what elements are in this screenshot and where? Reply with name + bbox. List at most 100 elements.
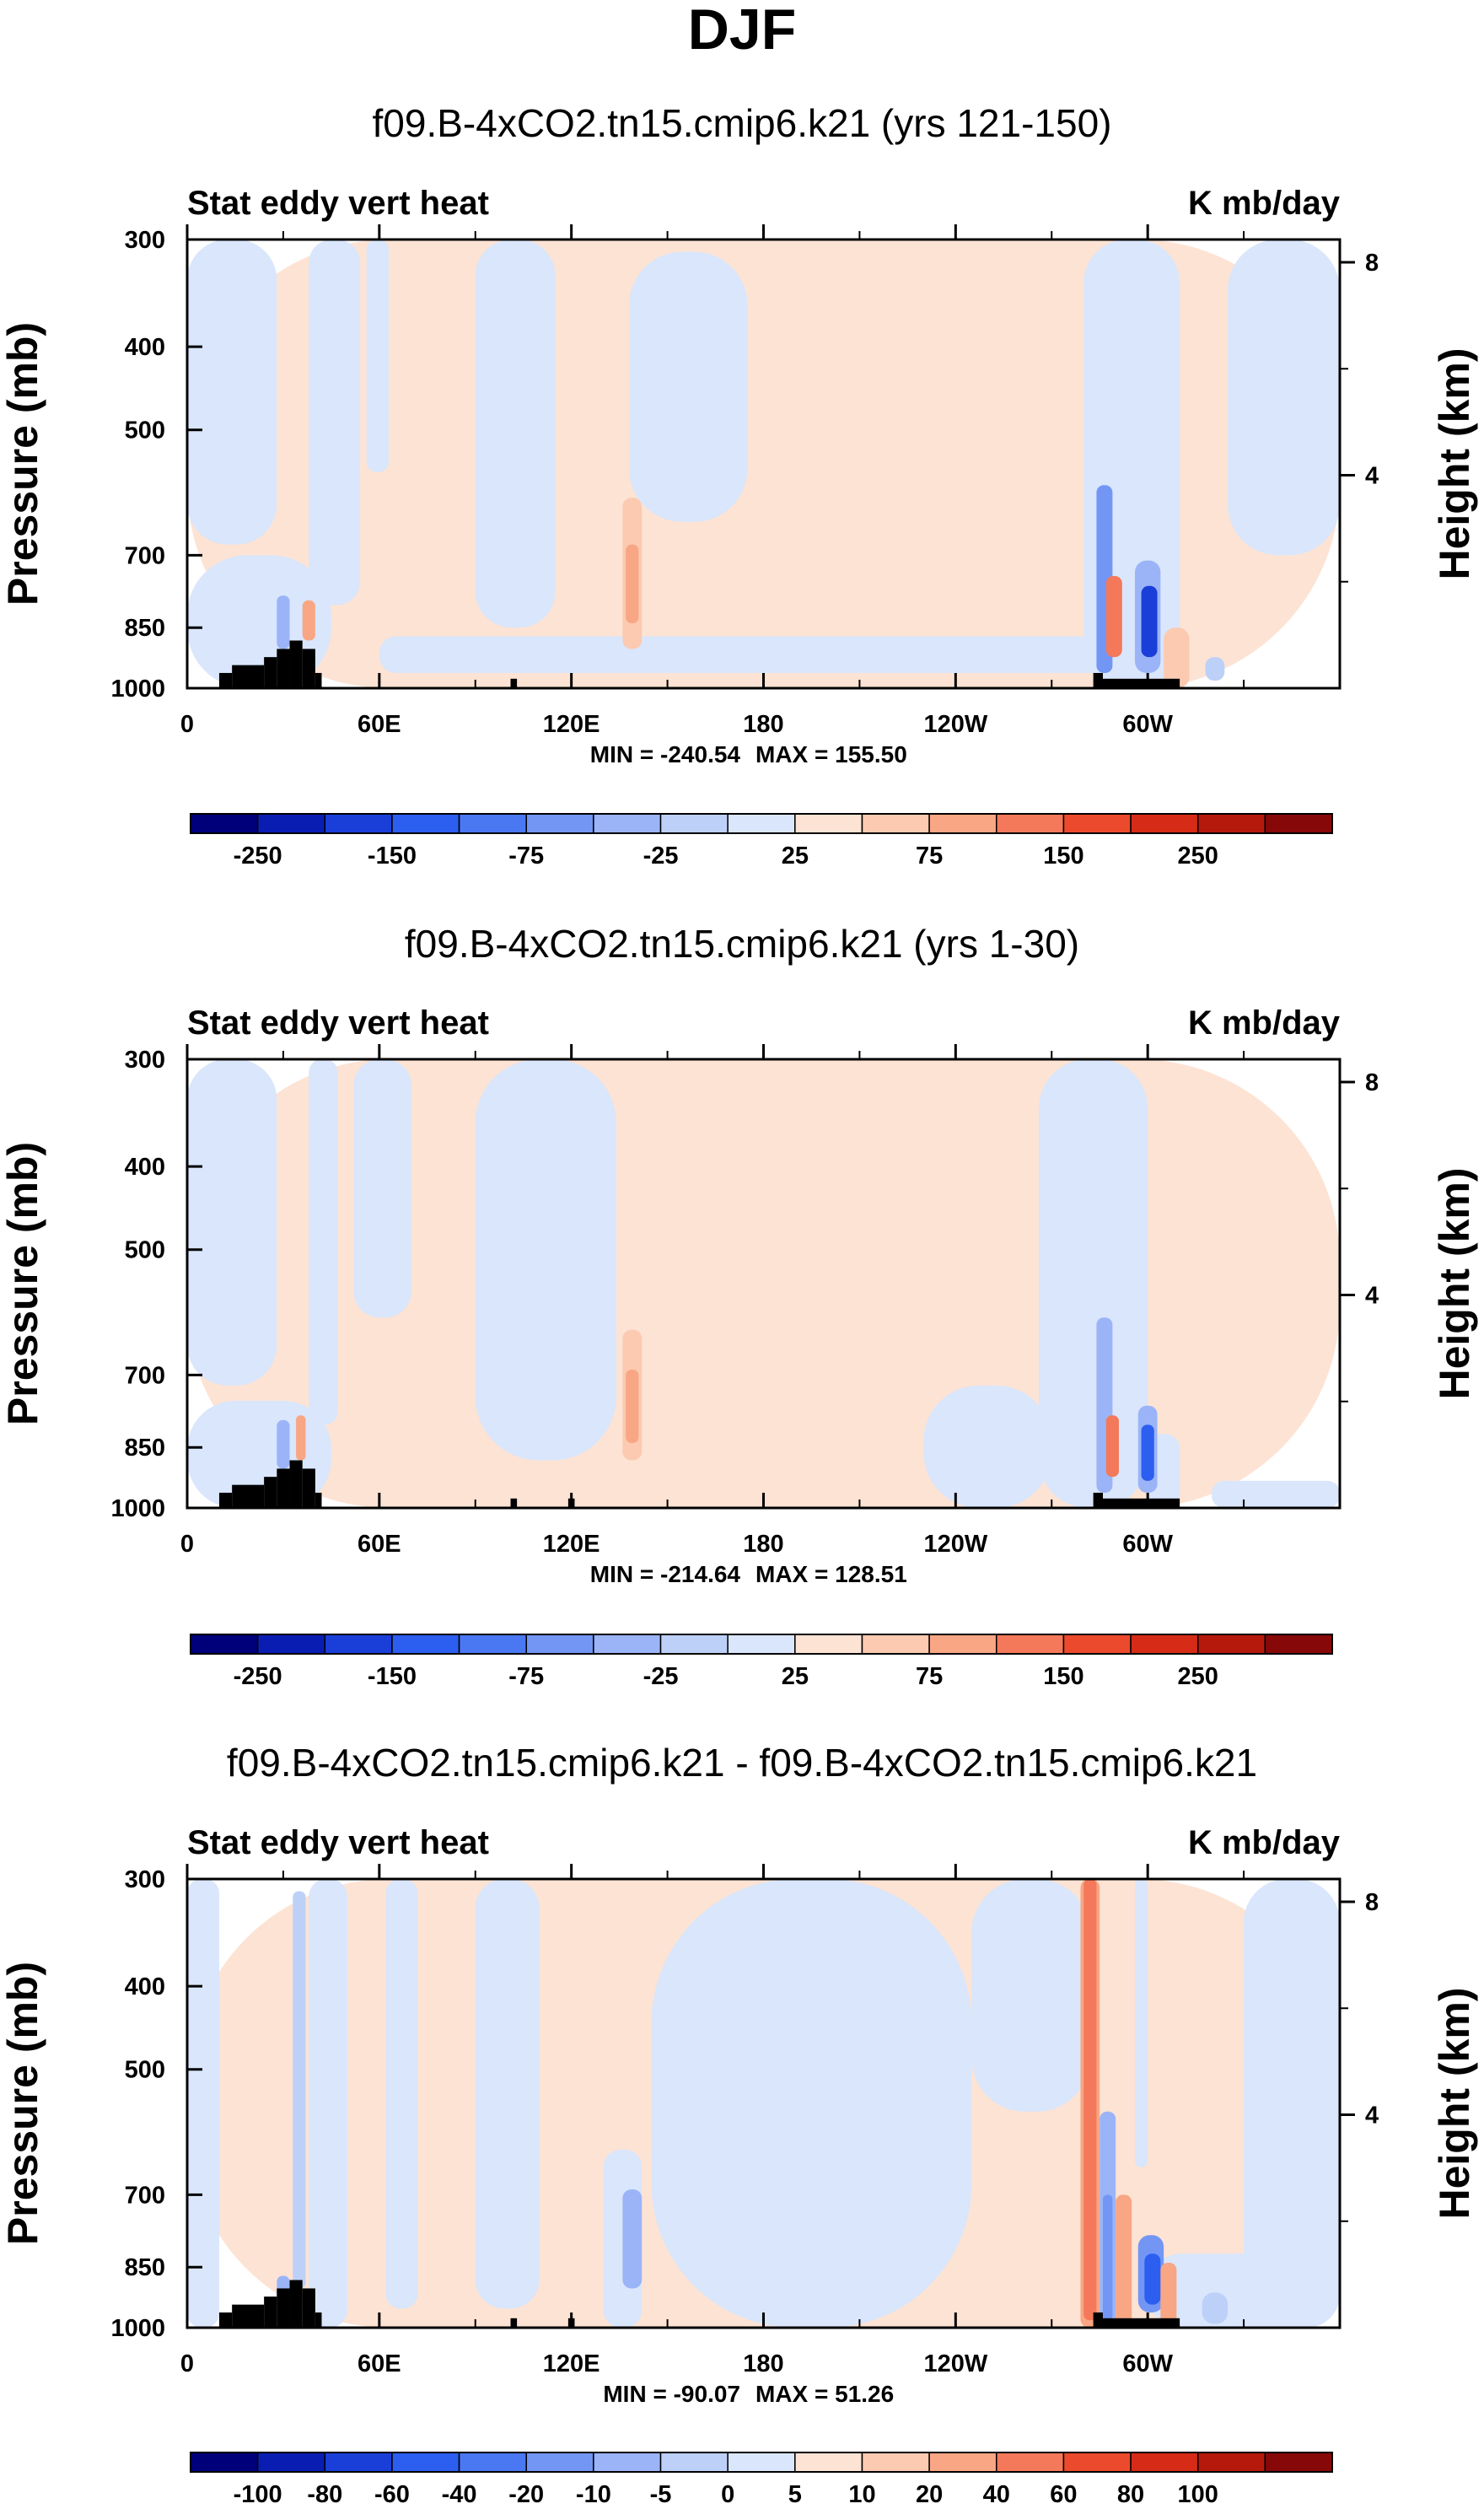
contour-region <box>366 240 390 472</box>
y-tick-label: 700 <box>125 1362 165 1389</box>
colorbar-swatch <box>525 1634 594 1655</box>
colorbar-label: 25 <box>782 843 809 870</box>
x-tick-label: 120W <box>923 2350 987 2377</box>
terrain-block <box>232 1484 265 1508</box>
x-tick-label: 120E <box>543 1531 600 1558</box>
colorbar-label: 150 <box>1043 843 1083 870</box>
contour-region <box>1134 1879 1148 2167</box>
terrain-block <box>1093 672 1104 688</box>
colorbar-swatch <box>256 1634 326 1655</box>
right-label: K mb/day <box>1188 1004 1341 1042</box>
colorbar-swatch <box>458 2452 527 2473</box>
colorbar-swatch <box>1264 1634 1333 1655</box>
terrain-block <box>277 649 290 688</box>
y-tick-label: 850 <box>125 615 165 642</box>
colorbar-swatch <box>928 2452 997 2473</box>
y-tick-label: 300 <box>125 227 165 254</box>
terrain-block <box>1103 678 1180 688</box>
terrain-block <box>218 2312 233 2328</box>
colorbar-label: 250 <box>1178 843 1218 870</box>
y-tick-label: 300 <box>125 1866 165 1893</box>
colorbar-label: -100 <box>234 2481 282 2508</box>
terrain-block <box>289 2280 303 2328</box>
y-tick-label: 400 <box>125 1154 165 1181</box>
colorbar-frame <box>190 1634 1333 1655</box>
y-tick-label: 1000 <box>110 2315 165 2342</box>
colorbar-swatch <box>861 2452 930 2473</box>
panel-title: f09.B-4xCO2.tn15.cmip6.k21 (yrs 1-30) <box>405 922 1079 966</box>
contour-region <box>1039 1059 1148 1508</box>
colorbar-label: -250 <box>234 843 282 870</box>
y-right-axis-label: Height (km) <box>1431 1988 1478 2220</box>
y-tick-label: 1000 <box>110 1495 165 1522</box>
y-tick-label: 400 <box>125 334 165 361</box>
contour-region <box>1164 627 1190 688</box>
x-tick-label: 60E <box>358 711 401 738</box>
colorbar-label: -75 <box>508 1663 544 1690</box>
colorbar-swatch <box>1264 2452 1333 2473</box>
colorbar-label: -40 <box>442 2481 477 2508</box>
x-tick-label: 120E <box>543 711 600 738</box>
panel-2: f09.B-4xCO2.tn15.cmip6.k21 (yrs 1-30) Sta… <box>0 922 1478 1690</box>
colorbar-swatch <box>256 2452 326 2473</box>
min-label: MIN = -90.07 <box>603 2381 740 2407</box>
colorbar-swatch <box>794 2452 863 2473</box>
colorbar-swatch <box>659 813 729 834</box>
colorbar-frame <box>190 2452 1333 2473</box>
field <box>187 1059 1340 1508</box>
contour-region <box>187 1879 219 2328</box>
x-tick-label: 60W <box>1122 2350 1173 2377</box>
max-label: MAX = 155.50 <box>755 741 907 767</box>
colorbar-swatch <box>928 813 997 834</box>
y-right-axis-label: Height (km) <box>1431 348 1478 580</box>
panel-title: f09.B-4xCO2.tn15.cmip6.k21 - f09.B-4xCO2… <box>227 1741 1257 1785</box>
y-axis-label: Pressure (mb) <box>0 1142 46 1425</box>
colorbar-swatch <box>1130 1634 1199 1655</box>
contour-region <box>277 595 290 649</box>
colorbar-swatch <box>1264 813 1333 834</box>
panel-1: f09.B-4xCO2.tn15.cmip6.k21 (yrs 121-150)… <box>0 101 1478 870</box>
colorbar-label: -10 <box>576 2481 611 2508</box>
contour-region <box>309 1059 338 1425</box>
y-right-tick-label: 8 <box>1365 250 1379 277</box>
contour-region <box>475 1879 540 2309</box>
x-tick-label: 0 <box>180 1531 194 1558</box>
x-tick-label: 120E <box>543 2350 600 2377</box>
terrain-block <box>277 2288 290 2328</box>
colorbar-frame <box>190 813 1333 834</box>
contour-region <box>385 1879 418 2309</box>
colorbar-label: 5 <box>788 2481 802 2508</box>
colorbar-swatch <box>1130 2452 1199 2473</box>
colorbar-swatch <box>391 1634 460 1655</box>
left-label: Stat eddy vert heat <box>187 185 489 222</box>
y-axis-label: Pressure (mb) <box>0 1962 46 2245</box>
x-tick-label: 120W <box>923 711 987 738</box>
max-label: MAX = 51.26 <box>755 2381 894 2407</box>
terrain-block <box>302 2288 315 2328</box>
contour-region <box>1103 2194 1113 2321</box>
contour-region <box>293 1891 306 2289</box>
colorbar-swatch <box>324 1634 393 1655</box>
y-tick-label: 500 <box>125 1237 165 1264</box>
y-tick-label: 1000 <box>110 676 165 703</box>
x-tick-label: 180 <box>743 2350 783 2377</box>
colorbar-swatch <box>1062 1634 1132 1655</box>
terrain-block <box>232 665 265 688</box>
colorbar-swatch <box>256 813 326 834</box>
colorbar-swatch <box>996 1634 1065 1655</box>
colorbar-label: 100 <box>1178 2481 1218 2508</box>
contour-region <box>475 1059 616 1461</box>
colorbar-swatch <box>1196 1634 1266 1655</box>
field <box>187 240 1340 688</box>
y-tick-label: 850 <box>125 2254 165 2281</box>
field <box>187 1879 1340 2328</box>
contour-region <box>1116 2194 1132 2328</box>
y-tick-label: 500 <box>125 2057 165 2084</box>
contour-region <box>1105 1415 1119 1478</box>
colorbar-label: -150 <box>368 1663 417 1690</box>
colorbar-swatch <box>593 1634 662 1655</box>
colorbar-label: 75 <box>916 843 943 870</box>
contour-region <box>1244 1879 1340 2328</box>
contour-region <box>1202 2292 1229 2324</box>
